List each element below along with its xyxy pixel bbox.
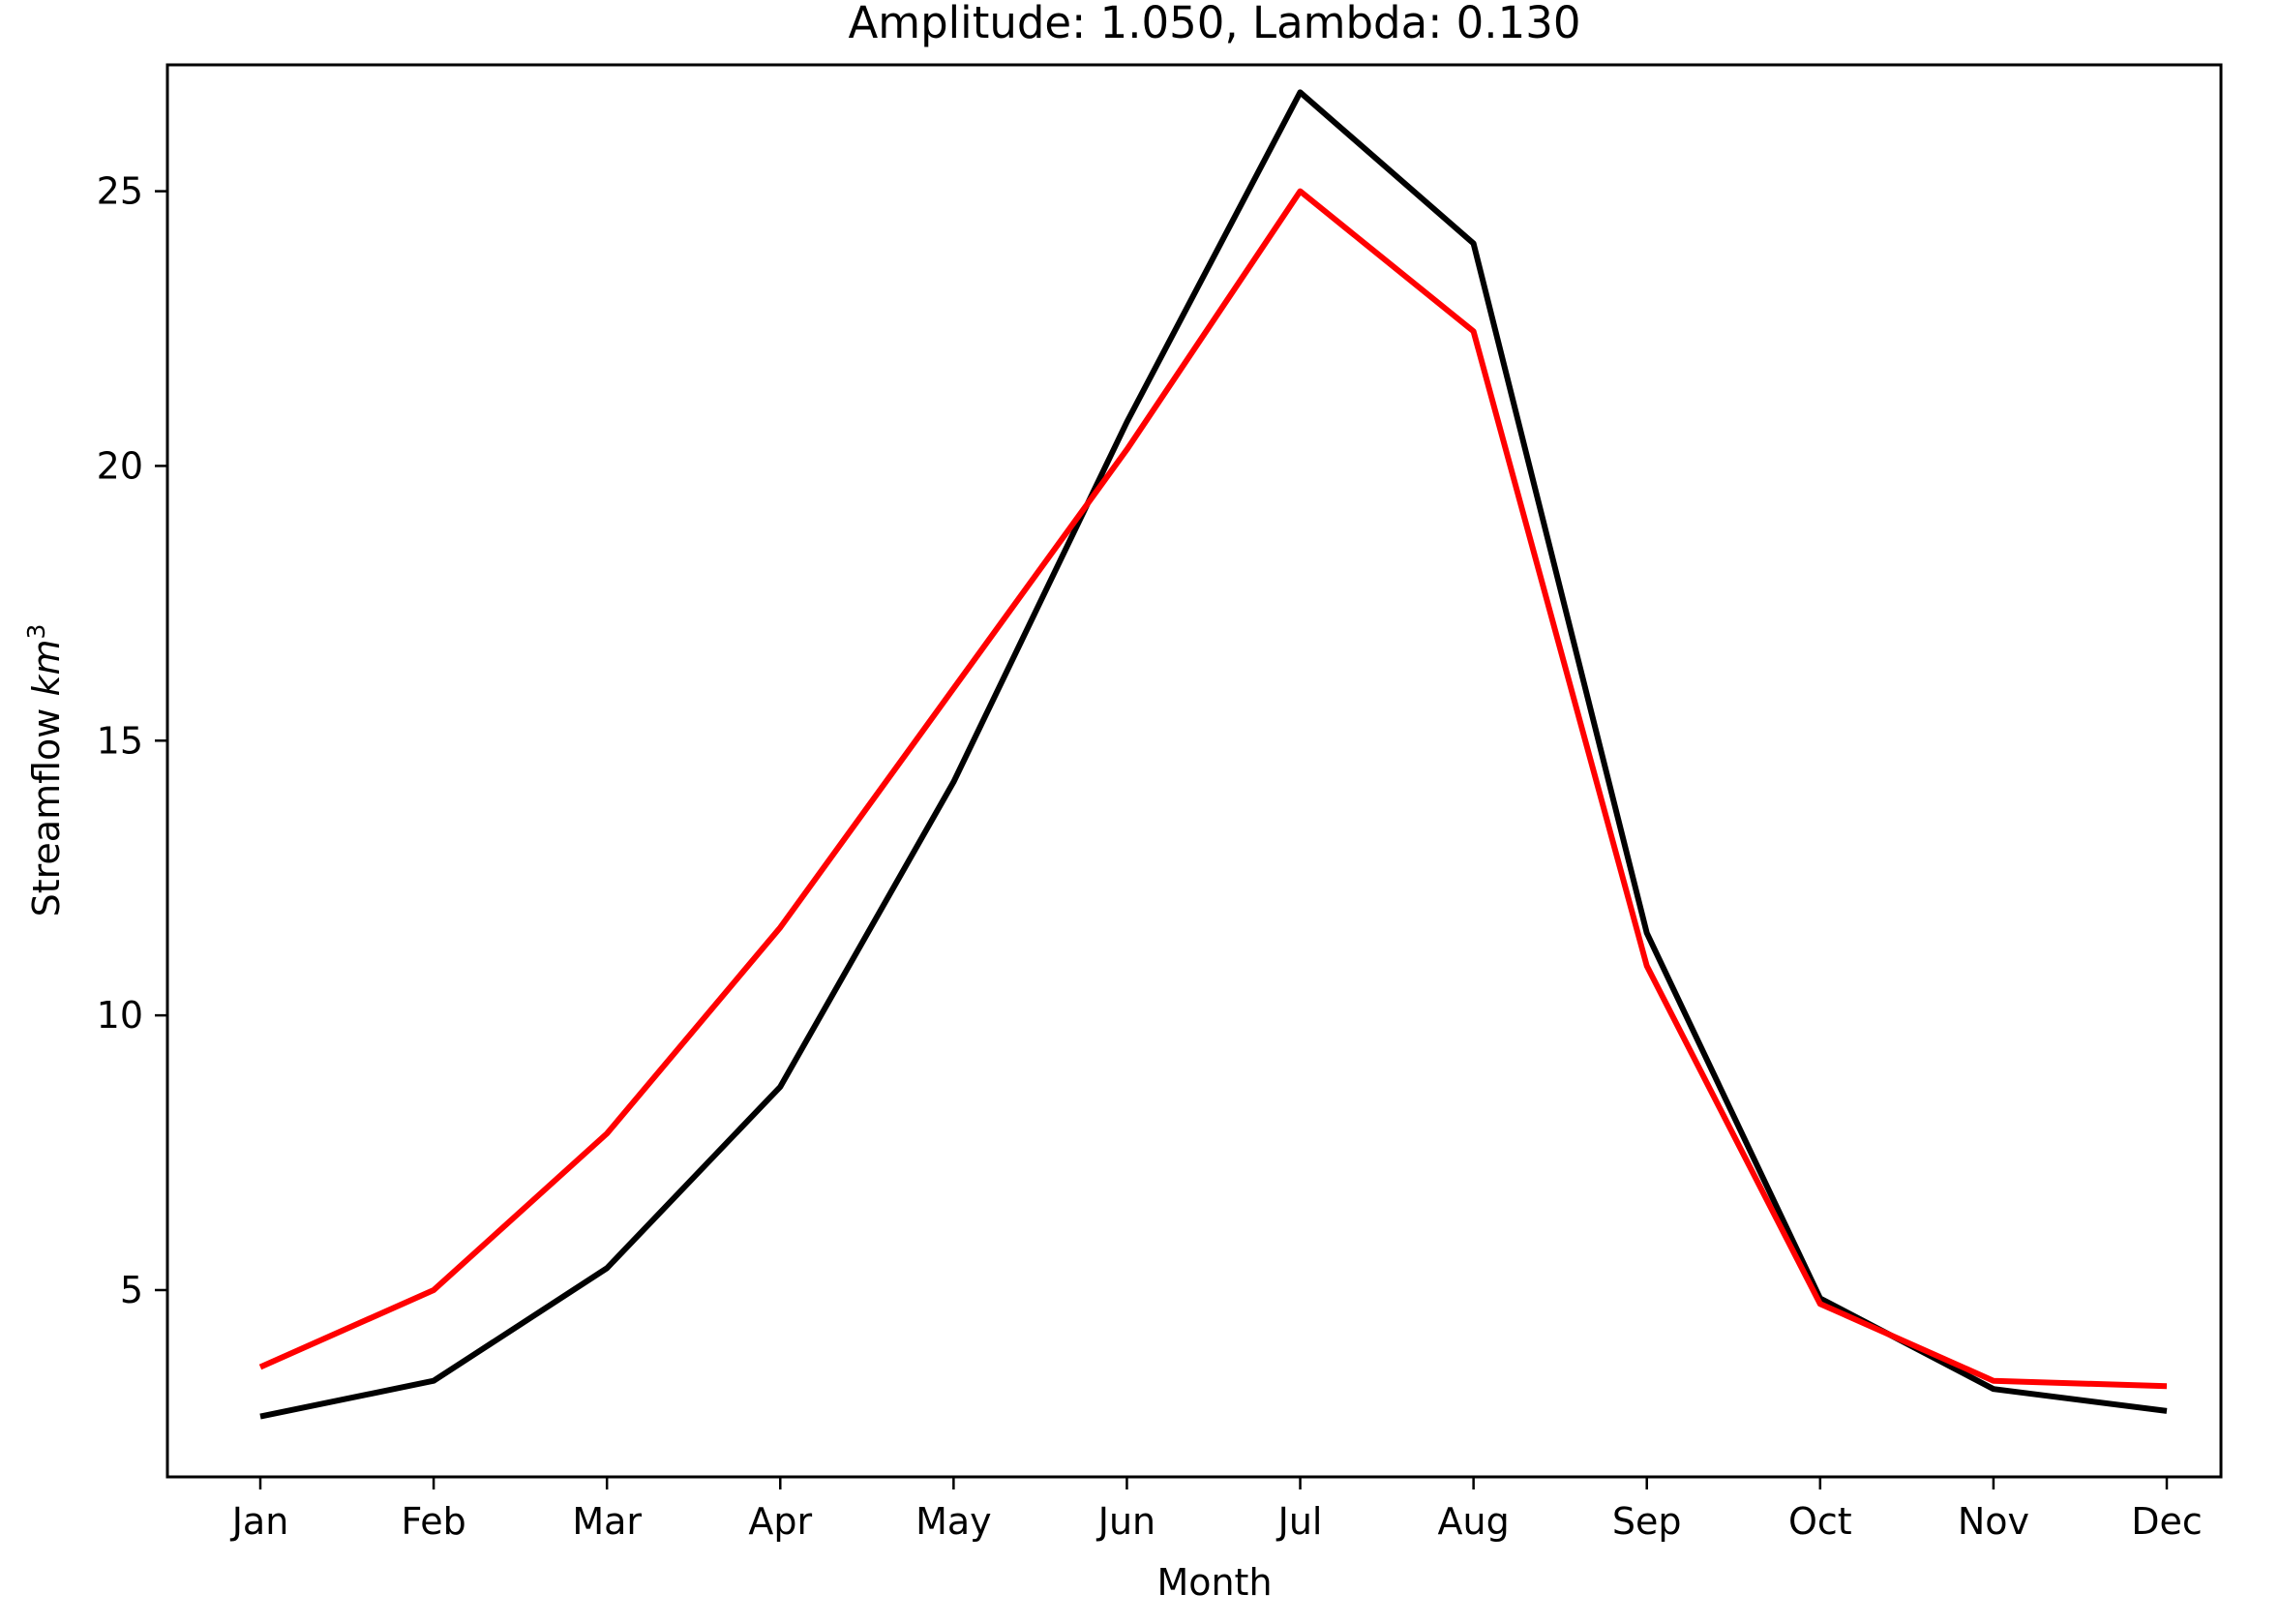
- series-line-1: [259, 89, 2168, 1420]
- x-tick-label-nov: Nov: [1958, 1500, 2029, 1543]
- y-tick-label-25: 25: [97, 170, 143, 213]
- y-tick-label-20: 20: [97, 444, 143, 487]
- y-axis-label-text: Streamflow: [25, 697, 68, 917]
- y-axis-label-unit: km: [25, 640, 68, 697]
- chart-title: Amplitude: 1.050, Lambda: 0.130: [849, 0, 1581, 48]
- x-tick-label-oct: Oct: [1788, 1500, 1852, 1543]
- y-axis-label-superscript: 3: [22, 624, 50, 640]
- x-tick-label-mar: Mar: [572, 1500, 642, 1543]
- y-tick-label-10: 10: [97, 994, 143, 1037]
- x-tick-label-jan: Jan: [230, 1500, 289, 1543]
- series-layer: [258, 89, 2168, 1420]
- y-tick-label-15: 15: [97, 719, 143, 762]
- x-axis-label: Month: [1156, 1561, 1272, 1604]
- x-tick-label-sep: Sep: [1612, 1500, 1682, 1543]
- y-axis: 5 10 15 20 25: [97, 170, 167, 1311]
- plot-frame: [165, 63, 2223, 1479]
- x-tick-label-dec: Dec: [2131, 1500, 2203, 1543]
- y-axis-label: Streamflow km3: [22, 624, 68, 917]
- x-tick-label-jun: Jun: [1096, 1500, 1155, 1543]
- y-tick-label-5: 5: [120, 1269, 143, 1311]
- series-line-2: [258, 188, 2168, 1390]
- x-tick-label-feb: Feb: [401, 1500, 465, 1543]
- x-tick-label-aug: Aug: [1438, 1500, 1510, 1543]
- x-axis: Jan Feb Mar Apr May Jun Jul Aug Sep Oct Nov Dec: [230, 1477, 2203, 1543]
- x-tick-label-apr: Apr: [748, 1500, 812, 1543]
- x-tick-label-may: May: [915, 1500, 992, 1543]
- x-tick-label-jul: Jul: [1276, 1500, 1323, 1543]
